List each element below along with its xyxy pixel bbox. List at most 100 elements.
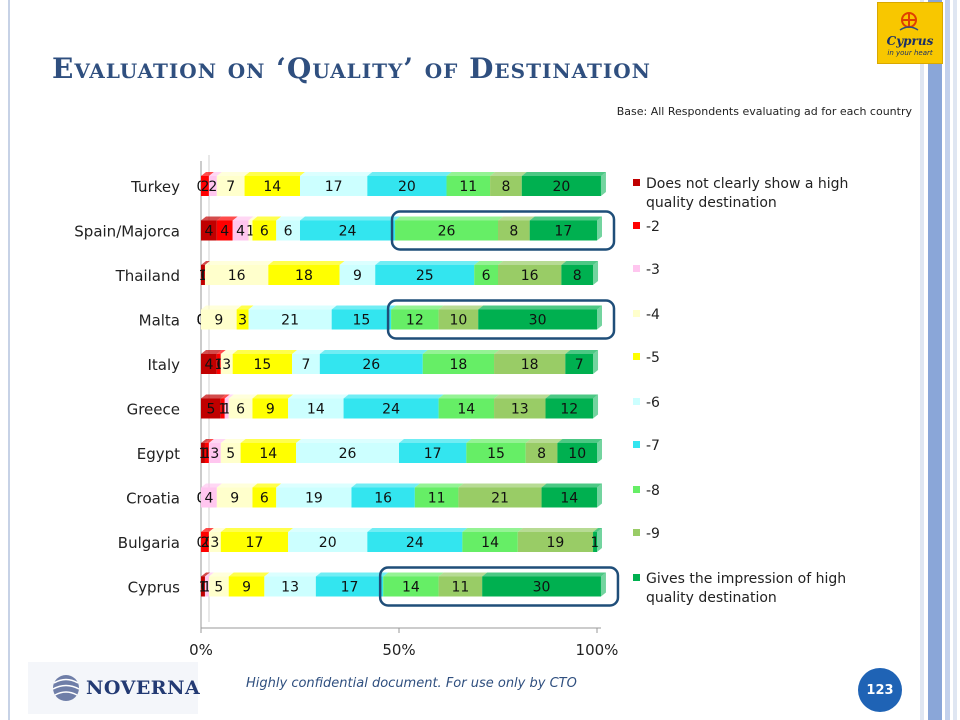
bar-segment-top <box>521 172 606 176</box>
bar-segment-top <box>339 261 381 265</box>
bar-end-side <box>597 305 602 330</box>
bar-segment <box>399 443 467 463</box>
bar-segment <box>276 487 352 508</box>
bar-segment-top <box>383 572 444 577</box>
bar-value-label: 13 <box>511 402 529 418</box>
x-tick-label: 50% <box>382 641 415 659</box>
bar-value-label: 4 <box>204 357 213 373</box>
bar-value-label: 8 <box>573 268 582 284</box>
bar-segment-top <box>236 305 254 310</box>
bar-segment <box>498 220 530 241</box>
bar-segment-top <box>224 394 234 399</box>
bar-segment-top <box>343 394 444 399</box>
bar-end-side <box>600 172 606 196</box>
bar-value-label: 1 <box>246 224 255 240</box>
bar-segment <box>216 487 253 508</box>
bar-segment <box>201 398 221 419</box>
bar-segment <box>204 265 269 285</box>
bar-segment-top <box>494 350 571 354</box>
legend-label: -8 <box>646 483 660 499</box>
bar-value-label: 9 <box>230 491 239 507</box>
bar-segment <box>300 220 396 241</box>
bar-segment-top <box>557 439 602 443</box>
bar-segment-top <box>201 483 222 488</box>
legend-label: -2 <box>646 219 660 235</box>
bar-segment <box>208 576 229 597</box>
bar-value-label: 4 <box>204 491 213 507</box>
bar-value-label: 5 <box>206 402 215 418</box>
bar-segment-top <box>391 305 444 310</box>
bar-value-label: 1 <box>591 535 600 551</box>
bar-value-label: 19 <box>305 491 323 507</box>
bar-segment <box>561 265 594 285</box>
bar-segment-top <box>220 439 246 443</box>
bar-value-label: 11 <box>428 491 446 507</box>
bar-value-label: 11 <box>459 179 477 195</box>
bar-segment-top <box>264 572 321 577</box>
bar-segment <box>339 265 376 285</box>
bar-value-label: 1 <box>214 357 223 373</box>
highlight-box <box>390 210 616 251</box>
category-label: Malta <box>139 312 180 330</box>
bar-segment <box>201 309 237 330</box>
bar-segment-top <box>232 216 254 221</box>
noverna-logo-mark <box>28 662 198 714</box>
bar-segment-top <box>529 216 602 221</box>
bar-value-label: 1 <box>199 268 208 284</box>
bar-segment <box>216 176 245 196</box>
bar-segment-top <box>462 528 523 532</box>
bar-segment <box>232 220 249 241</box>
bar-segment <box>201 532 209 552</box>
bar-segment <box>244 176 300 196</box>
bar-segment <box>446 176 491 196</box>
bar-value-label: 2 <box>200 535 209 551</box>
bar-value-label: 6 <box>284 224 293 240</box>
bar-value-label: 4 <box>236 224 245 240</box>
bar-value-label: 15 <box>352 313 370 329</box>
bar-segment-top <box>216 216 238 221</box>
bar-segment-top <box>288 528 373 532</box>
bar-segment <box>331 309 392 330</box>
bar-value-label: 2 <box>208 179 217 195</box>
bar-segment-top <box>276 216 305 221</box>
category-label: Italy <box>147 356 180 374</box>
legend-label: -4 <box>646 307 660 323</box>
bar-segment-top <box>201 305 242 310</box>
bar-value-label: 21 <box>491 491 509 507</box>
bar-segment <box>208 532 221 552</box>
bar-segment <box>438 576 483 597</box>
bar-segment <box>201 443 205 463</box>
bar-value-label: 13 <box>281 580 299 596</box>
svg-text:in your heart: in your heart <box>887 49 932 57</box>
bar-segment-top <box>517 528 599 532</box>
legend-swatch <box>633 441 640 448</box>
bar-segment <box>490 176 522 196</box>
bar-end-side <box>593 350 599 374</box>
bar-value-label: 14 <box>307 402 325 418</box>
bar-segment-top <box>292 350 325 354</box>
bar-segment <box>474 265 498 285</box>
bar-value-label: 21 <box>281 313 299 329</box>
legend-label: Does not clearly show a high <box>646 176 848 192</box>
category-label: Thailand <box>115 267 180 285</box>
bar-segment-top <box>268 261 345 265</box>
bar-value-label: 14 <box>259 446 277 462</box>
legend-swatch <box>633 353 640 360</box>
bar-segment-top <box>561 261 599 265</box>
bar-segment-top <box>204 439 214 443</box>
bar-value-label: 24 <box>406 535 424 551</box>
bar-value-label: 7 <box>575 357 584 373</box>
bar-segment <box>593 532 597 552</box>
bar-segment <box>288 398 344 419</box>
bar-value-label: 17 <box>325 179 343 195</box>
bar-segment-top <box>220 394 230 399</box>
legend-label: -9 <box>646 526 660 542</box>
bar-segment-top <box>446 172 496 176</box>
bar-segment <box>220 398 225 419</box>
bar-value-label: 12 <box>560 402 578 418</box>
legend-label: -5 <box>646 350 660 366</box>
bar-segment <box>414 487 459 508</box>
bar-segment <box>478 309 597 330</box>
legend-swatch <box>633 310 640 317</box>
legend-label: Gives the impression of high <box>646 571 846 587</box>
